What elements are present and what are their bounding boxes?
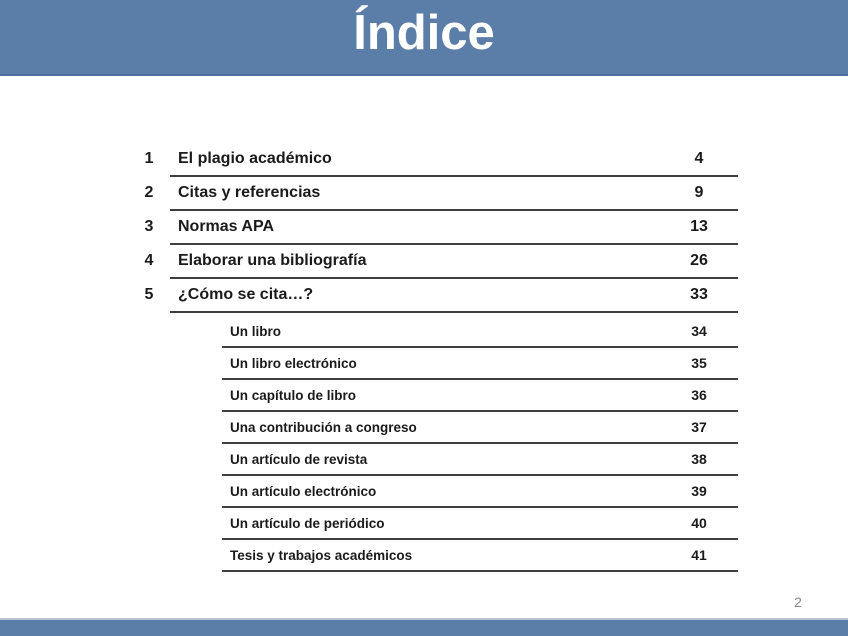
title-band: Índice bbox=[0, 0, 848, 76]
toc-sub-row: Un artículo de periódico 40 bbox=[222, 508, 738, 540]
toc-item-label: Un artículo electrónico bbox=[230, 483, 377, 499]
toc-item-page: 13 bbox=[690, 218, 708, 235]
toc-item-page: 26 bbox=[690, 252, 708, 269]
toc-item-number: 5 bbox=[144, 286, 154, 303]
toc-main-row: 3 Normas APA 13 bbox=[145, 211, 738, 245]
toc-item-page: 35 bbox=[691, 355, 707, 371]
toc-item-label: ¿Cómo se cita…? bbox=[178, 286, 314, 303]
toc-item-number: 4 bbox=[144, 252, 154, 269]
toc-item-page: 4 bbox=[694, 150, 704, 167]
toc-sub-row: Tesis y trabajos académicos 41 bbox=[222, 540, 738, 572]
toc-item-label: Citas y referencias bbox=[178, 184, 321, 201]
toc-item-page: 37 bbox=[691, 419, 707, 435]
toc-sub-row: Un capítulo de libro 36 bbox=[222, 380, 738, 412]
slide-title: Índice bbox=[353, 5, 495, 60]
toc-item-page: 39 bbox=[691, 483, 707, 499]
toc-item-page: 33 bbox=[690, 286, 708, 303]
toc-item-page: 36 bbox=[691, 387, 707, 403]
toc-item-label: Un capítulo de libro bbox=[230, 387, 357, 403]
toc-item-label: El plagio académico bbox=[178, 150, 332, 167]
toc-item-page: 41 bbox=[691, 547, 707, 563]
toc-item-label: Normas APA bbox=[178, 218, 275, 235]
toc-sub-row: Un artículo de revista 38 bbox=[222, 444, 738, 476]
slide-page-number: 2 bbox=[794, 594, 802, 610]
toc-item-label: Un libro bbox=[230, 323, 281, 339]
toc-item-page: 9 bbox=[694, 184, 704, 201]
toc-item-label: Elaborar una bibliografía bbox=[178, 252, 367, 269]
toc-item-label: Tesis y trabajos académicos bbox=[230, 547, 413, 563]
toc-item-label: Una contribución a congreso bbox=[230, 419, 417, 435]
toc-main-row: 1 El plagio académico 4 bbox=[145, 143, 738, 177]
toc-item-number: 2 bbox=[144, 184, 154, 201]
toc-item-page: 38 bbox=[691, 451, 707, 467]
toc-sub-row: Un libro electrónico 35 bbox=[222, 348, 738, 380]
toc-sub-row: Un libro 34 bbox=[222, 316, 738, 348]
toc-item-number: 1 bbox=[144, 150, 154, 167]
toc-item-page: 34 bbox=[691, 323, 707, 339]
toc-sub-row: Una contribución a congreso 37 bbox=[222, 412, 738, 444]
toc-item-number: 3 bbox=[144, 218, 154, 235]
toc-main-row: 2 Citas y referencias 9 bbox=[145, 177, 738, 211]
toc-item-label: Un artículo de periódico bbox=[230, 515, 385, 531]
toc-item-label: Un artículo de revista bbox=[230, 451, 368, 467]
toc-sub-row: Un artículo electrónico 39 bbox=[222, 476, 738, 508]
toc-item-label: Un libro electrónico bbox=[230, 355, 357, 371]
toc-item-page: 40 bbox=[691, 515, 707, 531]
footer-band bbox=[0, 618, 848, 636]
toc-main-row: 4 Elaborar una bibliografía 26 bbox=[145, 245, 738, 279]
toc-main-row: 5 ¿Cómo se cita…? 33 bbox=[145, 279, 738, 313]
